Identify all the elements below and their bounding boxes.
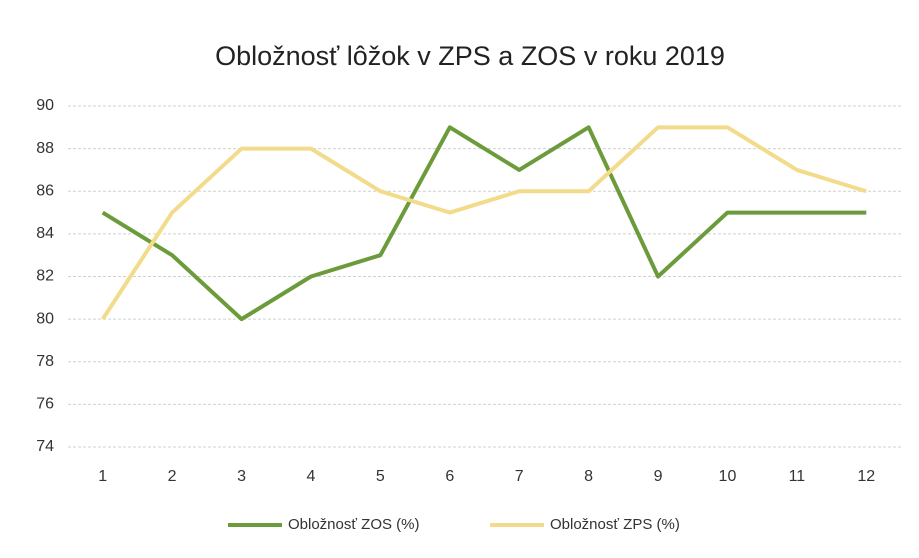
x-tick-label: 7 bbox=[515, 468, 524, 485]
y-tick-label: 78 bbox=[36, 353, 54, 370]
y-tick-label: 84 bbox=[36, 225, 54, 242]
x-tick-label: 1 bbox=[98, 468, 107, 485]
legend-label: Obložnosť ZOS (%) bbox=[288, 516, 420, 533]
legend-label: Obložnosť ZPS (%) bbox=[550, 516, 680, 533]
x-tick-label: 5 bbox=[376, 468, 385, 485]
data-line bbox=[101, 125, 867, 322]
y-tick-label: 76 bbox=[36, 396, 54, 413]
x-tick-label: 9 bbox=[654, 468, 663, 485]
x-tick-label: 3 bbox=[237, 468, 246, 485]
chart-title: Obložnosť lôžok v ZPS a ZOS v roku 2019 bbox=[215, 41, 725, 71]
x-tick-label: 11 bbox=[789, 468, 806, 485]
x-tick-label: 8 bbox=[584, 468, 593, 485]
y-tick-label: 88 bbox=[36, 140, 54, 157]
x-tick-label: 10 bbox=[719, 468, 737, 485]
x-tick-label: 2 bbox=[168, 468, 177, 485]
x-tick-label: 6 bbox=[445, 468, 454, 485]
y-tick-label: 82 bbox=[36, 268, 54, 285]
y-tick-label: 86 bbox=[36, 182, 54, 199]
y-tick-label: 80 bbox=[36, 310, 54, 327]
x-tick-label: 12 bbox=[857, 468, 875, 485]
data-line bbox=[101, 125, 867, 321]
y-tick-label: 74 bbox=[36, 438, 54, 455]
y-tick-label: 90 bbox=[36, 97, 54, 114]
x-tick-label: 4 bbox=[307, 468, 316, 485]
